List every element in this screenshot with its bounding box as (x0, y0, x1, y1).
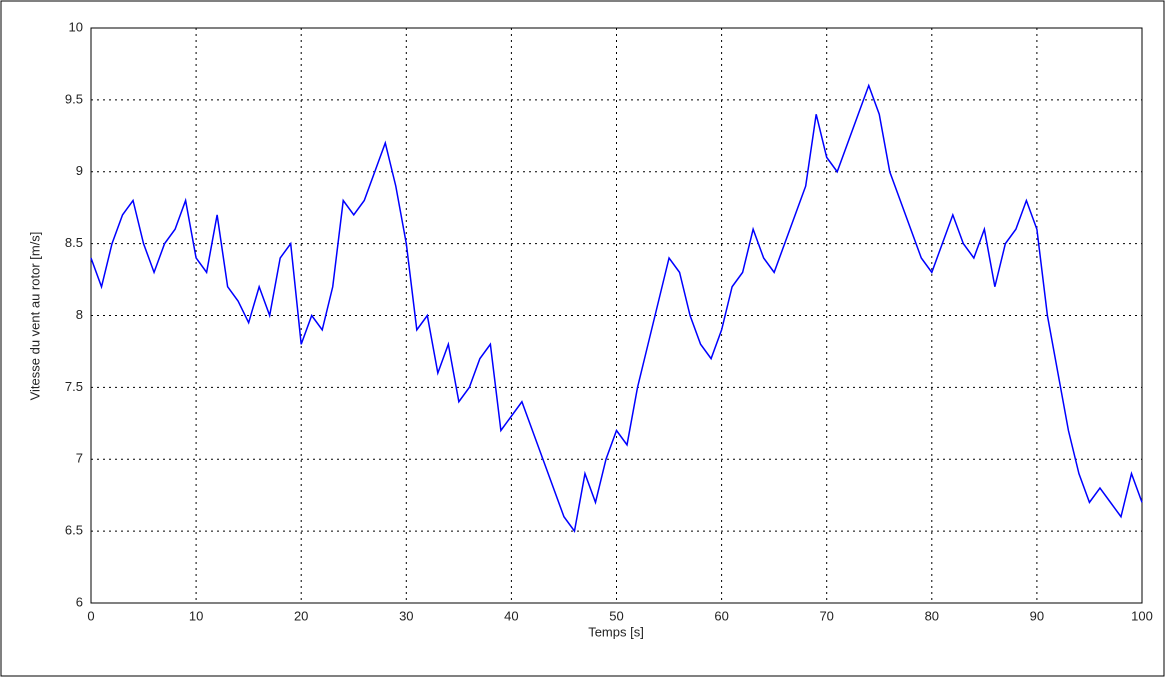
y-tick-label: 8.5 (65, 235, 83, 250)
y-tick-label: 8 (76, 307, 83, 322)
x-tick-label: 30 (399, 608, 413, 623)
x-tick-label: 20 (294, 608, 308, 623)
x-tick-label: 10 (189, 608, 203, 623)
x-tick-label: 60 (714, 608, 728, 623)
y-tick-label: 6 (76, 594, 83, 609)
x-tick-label: 50 (609, 608, 623, 623)
x-tick-label: 100 (1131, 608, 1153, 623)
x-tick-label: 40 (504, 608, 518, 623)
x-tick-label: 70 (819, 608, 833, 623)
y-tick-label: 6.5 (65, 523, 83, 538)
y-tick-label: 7 (76, 451, 83, 466)
plot-area (90, 27, 1143, 604)
x-tick-label: 80 (925, 608, 939, 623)
x-tick-label: 0 (87, 608, 94, 623)
y-tick-label: 7.5 (65, 379, 83, 394)
y-axis-label: Vitesse du vent au rotor [m/s] (27, 232, 42, 401)
y-tick-label: 9 (76, 163, 83, 178)
x-tick-label: 90 (1030, 608, 1044, 623)
y-tick-label: 10 (69, 19, 83, 34)
y-tick-label: 9.5 (65, 91, 83, 106)
x-axis-label: Temps [s] (588, 624, 644, 639)
data-line (90, 83, 1143, 533)
